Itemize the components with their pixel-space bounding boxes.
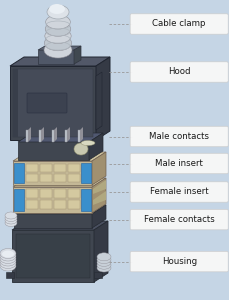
Polygon shape [74,46,81,64]
Bar [26,174,38,182]
Polygon shape [18,142,89,160]
Polygon shape [81,189,91,211]
Ellipse shape [0,259,16,269]
Polygon shape [93,180,106,194]
Text: Female insert: Female insert [150,188,209,196]
Polygon shape [41,127,44,142]
Polygon shape [96,72,102,130]
FancyBboxPatch shape [130,182,228,202]
Ellipse shape [97,253,111,261]
FancyBboxPatch shape [130,62,228,82]
Bar [16,234,90,278]
Polygon shape [54,127,57,142]
Polygon shape [13,161,92,185]
Bar [26,200,38,209]
Ellipse shape [46,15,70,29]
Ellipse shape [0,256,16,266]
Polygon shape [38,46,81,50]
Ellipse shape [49,4,65,14]
Ellipse shape [2,250,14,257]
Ellipse shape [0,261,16,271]
Bar [13,69,93,137]
Bar [26,164,38,172]
FancyBboxPatch shape [130,126,228,147]
Polygon shape [38,50,74,64]
FancyBboxPatch shape [130,153,228,174]
Polygon shape [96,57,110,140]
Ellipse shape [5,217,17,224]
Ellipse shape [97,258,111,266]
Bar [68,189,80,198]
Ellipse shape [47,5,69,19]
Bar [68,164,80,172]
Ellipse shape [44,35,72,51]
Ellipse shape [97,256,111,264]
Bar [40,189,52,198]
Ellipse shape [45,28,71,44]
Polygon shape [67,127,70,142]
Ellipse shape [5,220,17,226]
Text: Cable clamp: Cable clamp [153,20,206,28]
Polygon shape [92,152,106,185]
Polygon shape [92,178,106,213]
Polygon shape [13,178,106,187]
Bar [40,164,52,172]
Bar [78,130,80,142]
Ellipse shape [74,143,88,155]
Bar [39,130,41,142]
Polygon shape [81,163,91,183]
Text: Male contacts: Male contacts [149,132,209,141]
Ellipse shape [0,248,16,259]
Polygon shape [93,191,106,205]
Bar [40,200,52,209]
Polygon shape [92,205,106,228]
Ellipse shape [5,212,17,219]
Text: Hood: Hood [168,68,191,76]
Bar [13,69,18,137]
Bar [65,130,67,142]
Polygon shape [12,221,108,230]
Ellipse shape [97,261,111,269]
Polygon shape [14,214,92,228]
Polygon shape [13,187,92,213]
Polygon shape [10,57,110,66]
FancyBboxPatch shape [130,251,228,272]
Polygon shape [80,127,83,142]
Ellipse shape [97,264,111,272]
Polygon shape [94,221,108,282]
Bar [54,189,66,198]
Text: Female contacts: Female contacts [144,215,215,224]
Bar [52,130,54,142]
Polygon shape [6,272,14,278]
Polygon shape [89,133,103,160]
Ellipse shape [5,214,17,221]
FancyBboxPatch shape [27,93,67,113]
Ellipse shape [44,42,72,58]
Polygon shape [14,189,24,211]
Ellipse shape [0,254,16,263]
Bar [68,174,80,182]
Polygon shape [14,163,24,183]
FancyBboxPatch shape [130,14,228,34]
Bar [68,200,80,209]
Polygon shape [94,272,102,278]
Bar [54,164,66,172]
Bar [54,174,66,182]
Ellipse shape [81,140,95,146]
Bar [26,130,28,142]
Text: Housing: Housing [162,257,197,266]
Bar [26,189,38,198]
Polygon shape [13,152,106,161]
Ellipse shape [0,251,16,261]
Polygon shape [12,230,94,282]
Text: Male insert: Male insert [155,159,203,168]
Polygon shape [28,127,31,142]
Polygon shape [18,133,103,142]
Polygon shape [14,205,106,214]
Bar [54,200,66,209]
Polygon shape [10,66,96,140]
FancyBboxPatch shape [130,209,228,230]
Bar [40,174,52,182]
Ellipse shape [45,22,71,36]
